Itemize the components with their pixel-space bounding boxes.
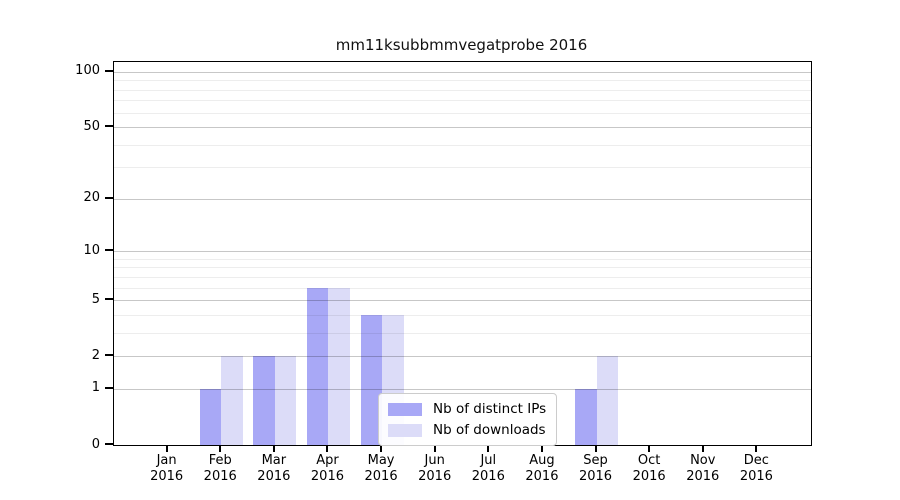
legend-label-downloads: Nb of downloads [433,422,546,438]
y-tick-label-50: 50 [83,118,100,134]
y-tick-5 [105,298,114,301]
x-tick-jun [433,446,436,452]
x-tick-label-jan: Jan 2016 [150,453,184,484]
y-tick-label-10: 10 [83,242,100,258]
x-tick-may [380,446,383,452]
y-tick-10 [105,249,114,252]
bar-nb-of-distinct-ips-may [360,314,383,445]
x-tick-jul [487,446,490,452]
bar-nb-of-distinct-ips-mar [253,356,275,445]
legend-row-distinct-ips: Nb of distinct IPs [388,401,546,417]
x-tick-label-jul: Jul 2016 [471,453,505,484]
x-tick-dec [755,446,758,452]
bar-nb-of-downloads-mar [274,356,297,445]
x-tick-feb [219,446,222,452]
x-tick-label-sep: Sep 2016 [578,453,613,484]
bar-nb-of-distinct-ips-sep [575,388,597,445]
y-tick-50 [105,125,114,128]
y-tick-100 [105,69,114,72]
x-tick-label-dec: Dec 2016 [739,453,773,484]
bars-layer [114,62,811,445]
y-tick-20 [105,196,114,199]
chart-title: mm11ksubbmmvegatprobe 2016 [335,36,588,54]
y-tick-2 [105,354,114,357]
bar-nb-of-distinct-ips-apr [307,287,329,445]
bar-nb-of-downloads-feb [221,356,243,445]
x-tick-sep [594,446,597,452]
bar-nb-of-distinct-ips-feb [199,388,222,445]
x-tick-label-may: May 2016 [364,453,398,484]
x-tick-label-apr: Apr 2016 [310,453,344,484]
plot-area: Nb of distinct IPs Nb of downloads [113,61,812,446]
x-tick-label-mar: Mar 2016 [257,453,291,484]
legend-row-downloads: Nb of downloads [388,422,546,438]
y-tick-label-0: 0 [91,436,100,452]
bar-nb-of-downloads-sep [596,356,618,445]
y-tick-label-100: 100 [75,63,100,79]
x-tick-oct [648,446,651,452]
legend: Nb of distinct IPs Nb of downloads [378,393,558,446]
y-tick-label-2: 2 [91,347,100,363]
y-tick-label-20: 20 [83,190,100,206]
y-tick-label-5: 5 [91,291,100,307]
bar-nb-of-downloads-apr [328,287,350,445]
x-tick-mar [272,446,275,452]
x-tick-aug [540,446,543,452]
x-tick-label-jun: Jun 2016 [418,453,452,484]
legend-label-distinct-ips: Nb of distinct IPs [433,401,547,417]
y-tick-0 [105,443,114,445]
x-tick-label-aug: Aug 2016 [525,453,559,484]
y-tick-label-1: 1 [91,380,100,396]
y-tick-1 [105,386,114,389]
x-tick-jan [165,446,168,452]
x-tick-apr [326,446,329,452]
x-tick-label-nov: Nov 2016 [686,453,720,484]
x-tick-label-oct: Oct 2016 [632,453,666,484]
x-tick-label-feb: Feb 2016 [203,453,237,484]
x-tick-nov [701,446,704,452]
legend-swatch-distinct-ips [388,402,422,416]
legend-swatch-downloads [388,423,422,437]
